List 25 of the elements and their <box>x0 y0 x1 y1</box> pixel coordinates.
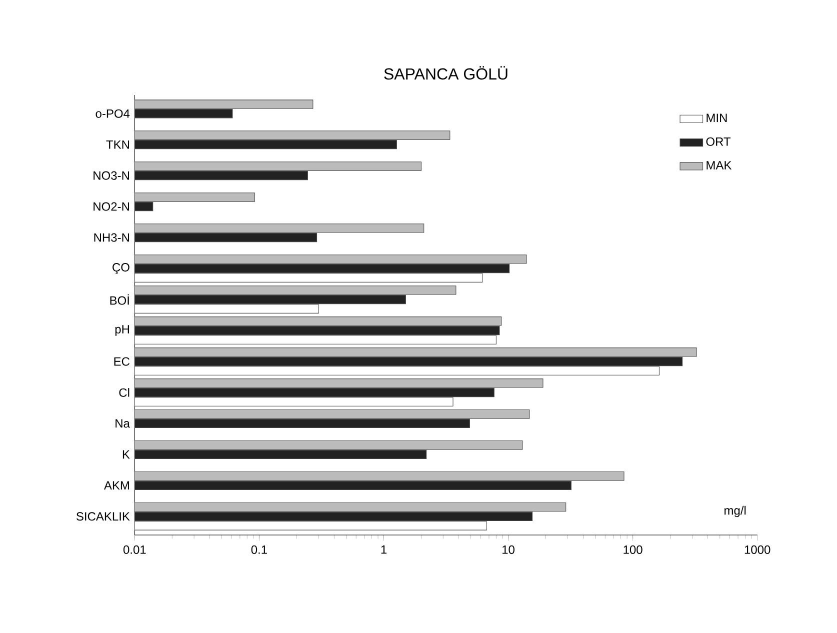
legend-label: ORT <box>706 137 731 146</box>
y-tick-label: NO2-N <box>94 202 129 211</box>
y-tick-label: pH <box>115 325 129 336</box>
y-tick-label: ÇO <box>112 263 130 274</box>
x-tick-label: 10 <box>502 545 514 554</box>
y-tick-label: NH3-N <box>94 233 129 242</box>
legend-label: MIN <box>706 114 727 122</box>
y-tick-label: TKN <box>106 140 129 149</box>
y-tick-label: o-PO4 <box>96 109 130 118</box>
x-tick-label: 0.01 <box>123 545 146 554</box>
y-tick-label: SICAKLIK <box>76 512 130 521</box>
chart-title: SAPANCA GÖLÜ <box>384 66 508 80</box>
y-tick-label: Cl <box>119 388 130 397</box>
x-tick-label: 100 <box>624 545 642 554</box>
y-tick-label: K <box>122 450 130 459</box>
legend-label: MAK <box>706 161 732 170</box>
y-tick-label: BOİ <box>110 294 129 305</box>
x-tick-label: 0.1 <box>251 545 267 554</box>
x-tick-label: 1 <box>381 545 386 554</box>
y-tick-label: Na <box>116 419 130 428</box>
x-axis-title: mg/l <box>724 506 746 518</box>
y-tick-label: AKM <box>104 481 129 490</box>
y-tick-label: EC <box>114 357 130 366</box>
y-tick-label: NO3-N <box>94 171 129 180</box>
x-tick-label: 1000 <box>744 545 770 554</box>
